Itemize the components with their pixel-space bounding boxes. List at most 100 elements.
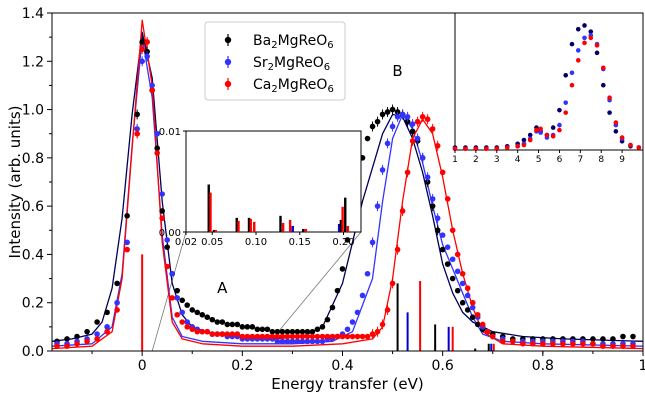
data-point-2-27 — [229, 331, 236, 337]
data-point-2-18 — [184, 324, 191, 330]
data-point-1-72 — [454, 268, 461, 275]
data-point-0-49 — [339, 266, 346, 272]
data-point-0-32 — [254, 326, 261, 333]
data-point-2-68 — [434, 142, 441, 149]
overview-point-1-14 — [563, 100, 569, 105]
data-point-0-2 — [74, 333, 80, 340]
data-point-1-17 — [179, 309, 186, 316]
data-point-0-19 — [189, 307, 196, 313]
x-axis-label: Energy transfer (eV) — [271, 375, 423, 393]
overview-point-1-16 — [575, 48, 581, 53]
legend-entry-sr: Sr2MgReO6 — [224, 55, 330, 73]
data-point-2-12 — [154, 150, 160, 156]
overview-point-2-23 — [619, 135, 625, 140]
data-point-0-74 — [464, 307, 471, 313]
overview-x-tick-label-5: 6 — [557, 155, 563, 165]
data-point-1-42 — [304, 338, 311, 345]
data-point-1-39 — [289, 338, 296, 345]
data-point-2-51 — [349, 333, 356, 340]
data-point-2-89 — [590, 340, 596, 347]
inset-bar-18 — [344, 197, 347, 232]
data-point-2-31 — [249, 333, 256, 340]
data-point-0-36 — [274, 328, 281, 335]
data-point-0-20 — [194, 309, 201, 316]
overview-point-0-18 — [588, 29, 594, 34]
data-point-2-16 — [174, 311, 181, 318]
data-point-2-28 — [234, 331, 241, 337]
data-point-2-45 — [319, 333, 326, 340]
data-point-2-71 — [449, 227, 456, 234]
data-point-0-37 — [279, 328, 286, 335]
data-point-0-30 — [244, 324, 251, 330]
data-point-2-82 — [519, 340, 526, 347]
data-point-0-14 — [164, 244, 170, 250]
data-point-2-5 — [104, 328, 110, 335]
annotation-1: B — [392, 62, 402, 80]
y-tick-label-4: 0.8 — [22, 151, 44, 167]
data-point-2-73 — [459, 270, 466, 277]
data-point-2-20 — [194, 328, 201, 335]
overview-x-tick-label-3: 4 — [515, 155, 521, 165]
overview-point-2-0 — [452, 146, 458, 152]
data-point-1-67 — [429, 196, 436, 202]
y-axis-label: Intensity (arb. units) — [6, 105, 24, 258]
data-point-2-62 — [404, 169, 411, 176]
inset-bar-4 — [235, 217, 238, 232]
data-point-1-64 — [414, 135, 421, 142]
overview-point-2-2 — [473, 146, 479, 152]
data-point-2-24 — [214, 331, 221, 337]
data-point-2-84 — [540, 340, 546, 347]
data-point-1-57 — [379, 167, 386, 173]
data-point-1-56 — [374, 203, 381, 209]
data-point-0-75 — [469, 314, 476, 321]
x-tick-label-5: 1 — [639, 358, 645, 374]
data-point-2-46 — [324, 333, 331, 340]
data-point-2-80 — [499, 338, 506, 345]
data-point-1-16 — [174, 295, 181, 301]
data-point-2-34 — [264, 333, 271, 340]
data-point-2-49 — [339, 333, 346, 340]
data-point-1-9 — [139, 58, 145, 65]
data-point-0-7 — [124, 213, 130, 219]
data-point-2-32 — [254, 333, 261, 340]
overview-x-tick-label-8: 9 — [619, 155, 625, 165]
data-point-1-53 — [359, 292, 366, 299]
overview-x-tick-label-4: 5 — [536, 155, 542, 165]
overview-x-tick-label-7: 8 — [598, 155, 604, 165]
data-point-1-73 — [459, 280, 466, 287]
data-point-1-61 — [399, 111, 406, 118]
inset-bar-7 — [249, 218, 252, 232]
inset-stick-chart: 0.02 0.05 0.10 0.15 0.20 0.00 0.01 — [159, 127, 362, 248]
data-point-2-41 — [299, 333, 306, 340]
data-point-2-50 — [344, 333, 351, 340]
legend-entry-ba: Ba2MgReO6 — [224, 33, 334, 51]
overview-point-0-12 — [550, 125, 556, 130]
data-point-0-35 — [269, 328, 276, 335]
overview-point-0-16 — [575, 26, 581, 32]
data-point-0-73 — [459, 299, 466, 306]
data-point-0-9 — [139, 39, 145, 45]
inset-bar-17 — [341, 206, 344, 232]
inset-sticks-frame — [185, 130, 362, 233]
data-point-2-72 — [454, 251, 461, 258]
overview-point-2-14 — [563, 110, 569, 115]
data-point-2-19 — [189, 326, 196, 333]
overview-point-2-3 — [484, 146, 489, 152]
inset-bar-3 — [214, 229, 217, 232]
data-point-1-71 — [449, 256, 456, 263]
data-point-0-33 — [259, 326, 266, 333]
data-point-1-36 — [274, 338, 281, 345]
data-point-2-37 — [279, 333, 286, 340]
overview-x-tick-label-6: 7 — [577, 155, 583, 165]
inset-y-tick-label-1: 0.01 — [159, 127, 181, 138]
data-point-0-89 — [590, 336, 596, 342]
data-point-0-72 — [454, 287, 461, 294]
overview-point-0-7 — [521, 137, 527, 143]
data-point-1-43 — [309, 338, 316, 345]
data-point-2-86 — [560, 340, 566, 347]
y-tick-label-1: 0.2 — [22, 296, 44, 312]
data-point-2-44 — [314, 333, 321, 340]
data-point-0-27 — [229, 321, 236, 328]
